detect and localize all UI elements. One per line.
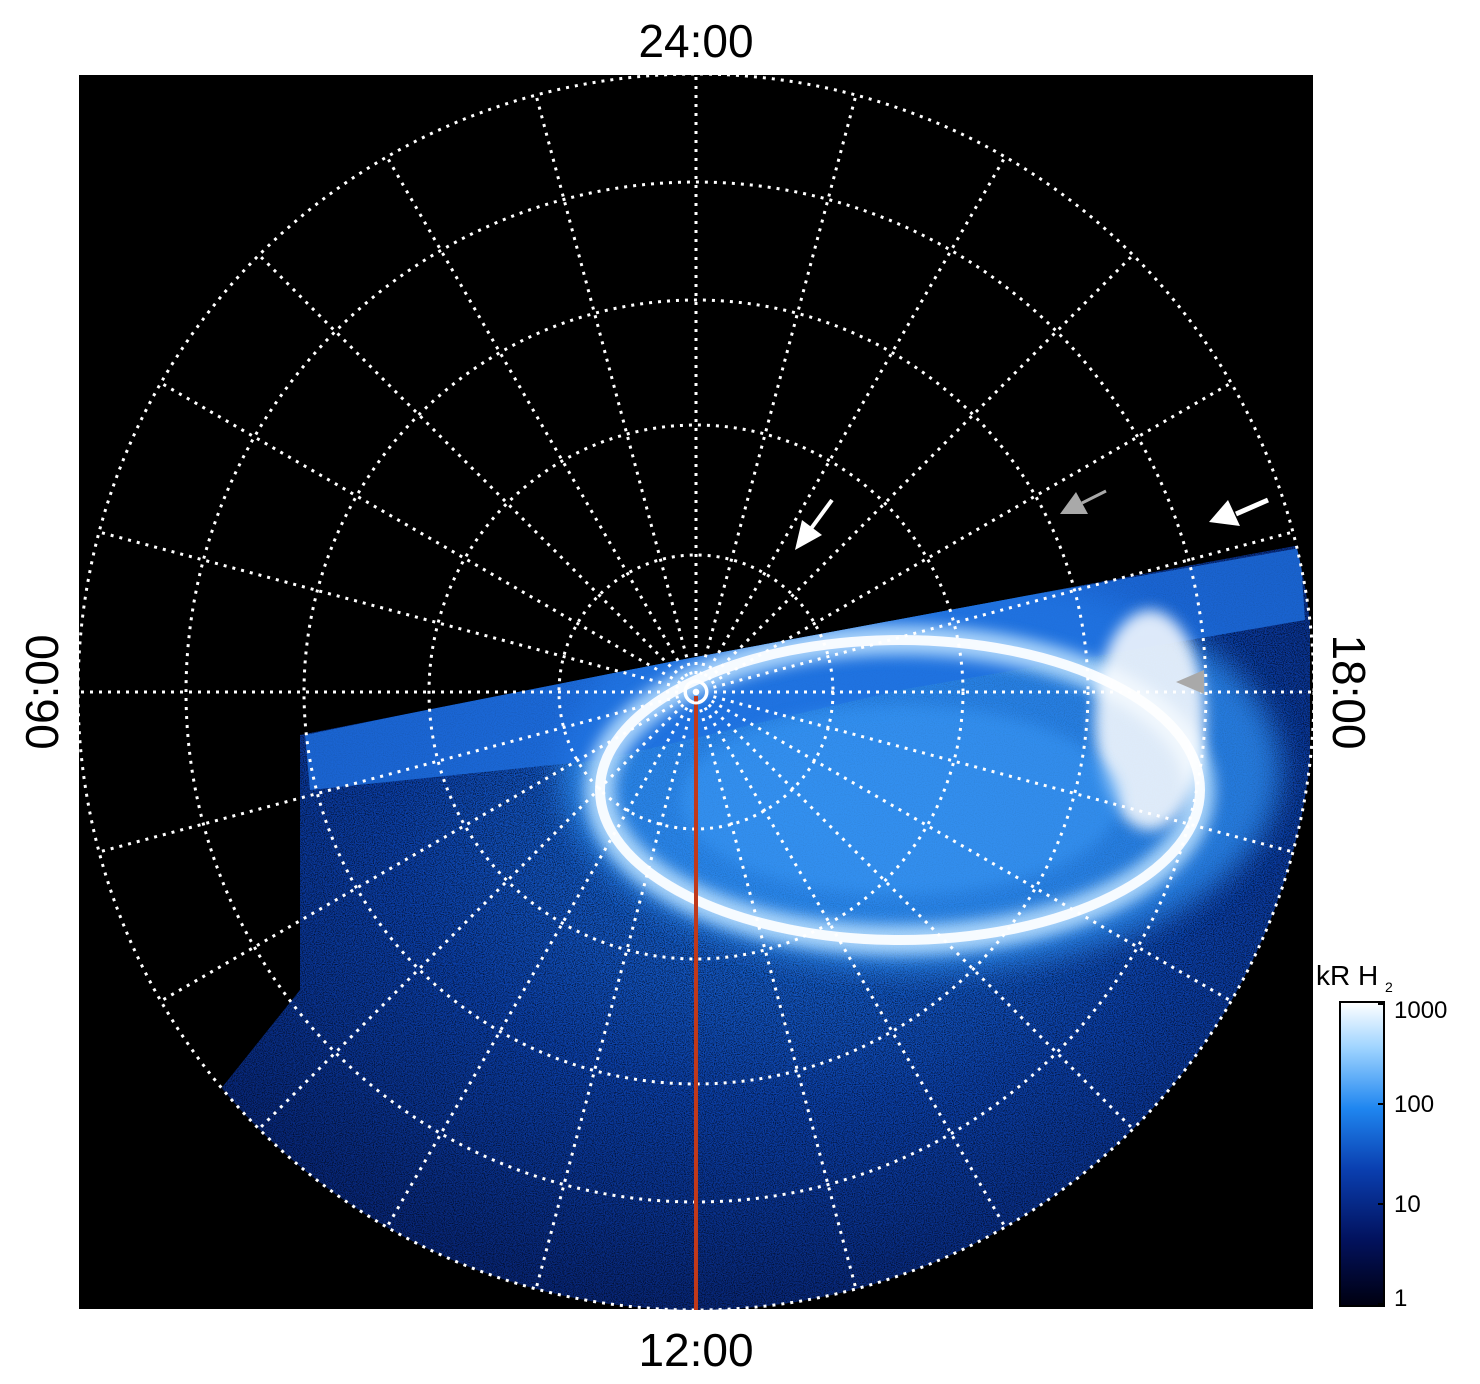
- meridian-line: [257, 253, 698, 694]
- meridian-line: [694, 690, 1135, 1131]
- meridian-line: [694, 691, 858, 1290]
- lat-circle: [427, 423, 965, 961]
- colorbar-tick-label: 100: [1394, 1091, 1434, 1118]
- colorbar: kR H 2 1000 100 10 1: [1316, 960, 1447, 1312]
- meridian-line: [694, 156, 1007, 693]
- meridian-line: [694, 691, 1007, 1228]
- meridian-line: [257, 690, 698, 1131]
- meridian-line: [160, 381, 697, 694]
- colorbar-gradient: [1339, 1001, 1385, 1307]
- time-label-right: 18:00: [1323, 634, 1375, 749]
- meridian-line: [385, 156, 698, 693]
- lat-circle: [76, 72, 1316, 1312]
- meridian-line: [534, 691, 698, 1290]
- meridian-line: [98, 690, 697, 854]
- dusk-bright-arc: [1095, 610, 1205, 830]
- arrow-white-right: [1209, 497, 1270, 526]
- arrow-white-left: [795, 498, 834, 550]
- meridian-line: [695, 381, 1232, 694]
- meridian-line: [160, 690, 697, 1003]
- arrowhead-gray-dusk: [1176, 670, 1204, 694]
- colorbar-title: kR H: [1316, 960, 1378, 991]
- time-label-left: 06:00: [16, 634, 68, 749]
- meridian-line: [695, 530, 1294, 694]
- meridian-line: [98, 530, 697, 694]
- meridian-line: [385, 691, 698, 1228]
- meridian-line: [534, 94, 698, 693]
- meridian-line: [694, 253, 1135, 694]
- time-label-top: 24:00: [638, 15, 753, 67]
- time-label-bottom: 12:00: [638, 1324, 753, 1376]
- meridian-line: [695, 690, 1232, 1003]
- meridian-line: [695, 690, 1294, 854]
- colorbar-tick-label: 10: [1394, 1191, 1421, 1218]
- colorbar-tick-label: 1000: [1394, 997, 1447, 1024]
- meridian-line: [694, 94, 858, 693]
- arrow-gray-middle: [1060, 489, 1107, 514]
- colorbar-tick-label: 1: [1394, 1285, 1407, 1312]
- lat-circle: [302, 298, 1090, 1086]
- inner-polar-emission: [680, 705, 1120, 895]
- colorbar-title-subscript: 2: [1385, 979, 1393, 995]
- meridian-grid: [78, 74, 1314, 1310]
- pole-marker: [683, 679, 709, 705]
